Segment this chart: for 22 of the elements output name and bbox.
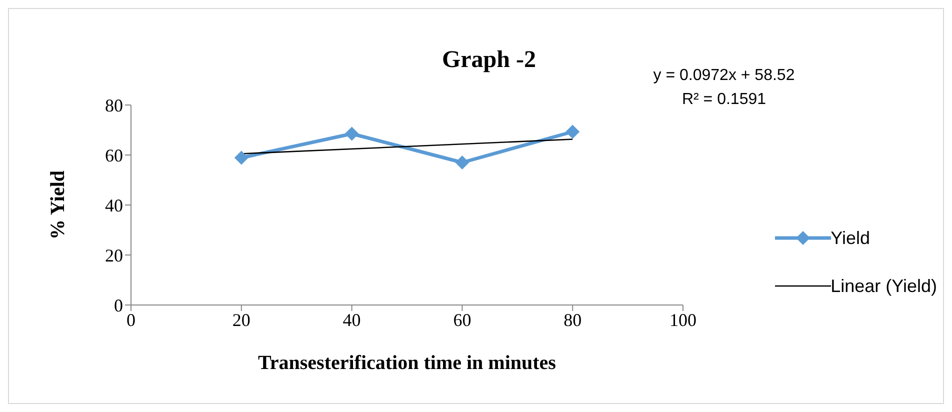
y-tick-label: 0: [114, 295, 123, 316]
chart-title: Graph -2: [440, 47, 537, 74]
x-tick-label: 0: [126, 310, 136, 330]
legend-label: Linear (Yield): [830, 276, 937, 296]
legend-label: Yield: [830, 228, 870, 248]
point: [566, 124, 580, 139]
point: [455, 156, 470, 170]
text: y = 0.0972x + 58.52: [652, 66, 796, 86]
x-tick-label: 60: [453, 310, 472, 330]
annotation: R² = 0.1591: [680, 90, 768, 110]
x-tick-label: 40: [342, 310, 361, 330]
x-axis-title: Transesterification time in minutes: [258, 352, 556, 374]
x-tick-label: 20: [232, 310, 250, 330]
x-tick-label: 80: [564, 310, 582, 330]
y-axis-title: % Yield: [47, 170, 70, 240]
y-tick-label: 40: [105, 195, 123, 216]
y-tick-label: 60: [105, 145, 123, 166]
x-tick-label: 100: [670, 310, 696, 330]
point: [344, 126, 359, 141]
y-tick-label: 20: [105, 245, 123, 266]
y-tick-label: 80: [105, 95, 123, 116]
point: [234, 150, 248, 165]
